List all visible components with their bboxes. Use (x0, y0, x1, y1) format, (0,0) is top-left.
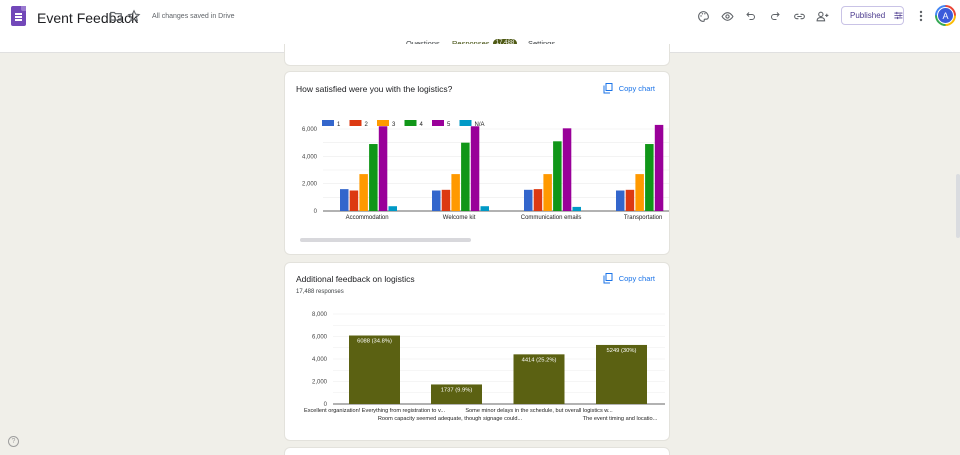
copy-chart-label: Copy chart (618, 84, 655, 93)
google-forms-logo-icon[interactable] (11, 6, 26, 26)
bar (461, 142, 470, 211)
legend-label: 2 (365, 122, 369, 128)
legend-swatch (349, 120, 362, 126)
responses-count: 17,488 responses (296, 289, 344, 295)
bar (359, 174, 368, 211)
bar (349, 190, 359, 211)
tab-responses[interactable]: Responses (452, 39, 490, 48)
legend-swatch (432, 120, 444, 126)
bar-data-label: 4414 (25.2%) (522, 357, 557, 363)
publish-settings-icon (894, 11, 903, 20)
x-tick-label: Accommodation (346, 215, 389, 221)
bar (572, 206, 581, 211)
published-label: Published (850, 11, 886, 20)
responses-count-badge: 17,488 (493, 39, 517, 48)
grouped-bar-chart: 1 2 3 4 5 N/A 0 2,000 4,000 6,000 Accommodation Wel… (302, 120, 669, 221)
legend-swatch (322, 120, 334, 126)
x-tick-label: The event timing and locatio... (583, 416, 658, 422)
bar (441, 189, 451, 211)
y-tick-label: 6,000 (312, 335, 328, 341)
link-icon[interactable] (789, 7, 809, 25)
bar (543, 174, 552, 211)
question-card-additional-feedback: Additional feedback on logistics Copy ch… (284, 262, 670, 441)
tab-questions[interactable]: Questions (406, 39, 440, 48)
y-tick-label: 0 (324, 402, 328, 408)
bar (553, 141, 562, 211)
bar-data-label: 1737 (9.9%) (441, 387, 473, 393)
copy-icon (603, 83, 613, 94)
chart-horizontal-scrollbar[interactable] (300, 238, 471, 242)
y-tick-label: 2,000 (312, 380, 328, 386)
page-vertical-scrollbar[interactable] (956, 174, 960, 238)
bar (451, 174, 460, 211)
bar (349, 335, 400, 404)
question-title: How satisfied were you with the logistic… (296, 84, 453, 94)
move-to-folder-icon[interactable] (108, 9, 124, 25)
bar (388, 206, 397, 211)
legend-swatch (377, 120, 389, 126)
bar (562, 128, 572, 211)
x-tick-label: Welcome kit (443, 215, 476, 221)
bar (470, 126, 480, 211)
question-card-logistics-satisfaction: How satisfied were you with the logistic… (284, 71, 670, 255)
tab-settings[interactable]: Settings (528, 39, 555, 48)
previous-question-card (284, 44, 670, 66)
preview-eye-icon[interactable] (717, 7, 737, 25)
y-tick-label: 4,000 (312, 357, 328, 363)
bar-data-label: 6088 (34.8%) (357, 339, 392, 345)
help-icon[interactable]: ? (8, 436, 19, 447)
y-tick-label: 6,000 (302, 127, 318, 133)
y-tick-label: 0 (314, 209, 318, 215)
bar-chart: 0 2,000 4,000 6,000 8,000 6088 (34.8%) 1737 (9… (304, 312, 665, 422)
copy-chart-button[interactable]: Copy chart (603, 273, 655, 284)
y-tick-label: 4,000 (302, 154, 318, 160)
bar (625, 189, 635, 211)
bar (431, 384, 482, 404)
copy-chart-label: Copy chart (618, 274, 655, 283)
x-tick-label: Some minor delays in the schedule, but o… (465, 408, 613, 414)
redo-icon[interactable] (765, 7, 785, 25)
undo-icon[interactable] (741, 7, 761, 25)
bar (654, 124, 664, 211)
x-tick-label: Transportation (624, 215, 662, 221)
bar (645, 144, 654, 211)
form-title[interactable]: Event Feedback (37, 10, 139, 26)
bar (369, 144, 378, 211)
legend-label: 5 (447, 122, 451, 128)
save-status: All changes saved in Drive (152, 13, 235, 20)
bar (533, 189, 543, 211)
legend-label: 1 (337, 122, 341, 128)
bar (616, 190, 625, 211)
bar (340, 189, 349, 211)
bar (513, 354, 565, 404)
published-button[interactable]: Published (841, 6, 904, 25)
x-tick-label: Room capacity seemed adequate, though si… (378, 416, 523, 422)
more-vert-icon[interactable] (911, 7, 931, 25)
bar (524, 189, 533, 211)
bar (432, 190, 441, 211)
legend-swatch (459, 120, 472, 126)
next-question-card (284, 447, 670, 455)
palette-icon[interactable] (693, 7, 713, 25)
legend-label: 3 (392, 122, 396, 128)
bar (480, 206, 489, 211)
legend-label: N/A (475, 122, 485, 128)
bar (635, 174, 644, 211)
star-icon[interactable] (126, 9, 142, 25)
bar (378, 126, 388, 211)
y-tick-label: 2,000 (302, 182, 318, 188)
y-tick-label: 8,000 (312, 312, 328, 318)
bar-data-label: 5249 (30%) (607, 348, 637, 354)
account-avatar[interactable]: A (935, 5, 956, 26)
x-tick-label: Excellent organization! Everything from … (304, 408, 445, 414)
legend-label: 4 (420, 122, 424, 128)
copy-chart-button[interactable]: Copy chart (603, 83, 655, 94)
legend-swatch (404, 120, 417, 126)
x-tick-label: Communication emails (521, 215, 582, 221)
question-title: Additional feedback on logistics (296, 274, 415, 284)
bar (596, 344, 647, 404)
add-collaborator-icon[interactable] (813, 7, 833, 25)
copy-icon (603, 273, 613, 284)
